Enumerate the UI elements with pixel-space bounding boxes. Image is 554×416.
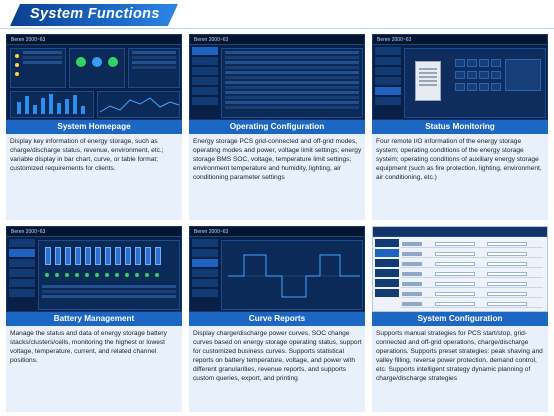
screenshot-header: Beren 2000~63	[373, 35, 547, 45]
side-menu	[192, 47, 218, 107]
bar-chart-panel	[10, 91, 94, 118]
card-description: Manage the status and data of energy sto…	[6, 326, 182, 412]
screenshot-header	[373, 227, 547, 237]
battery-grid	[38, 240, 180, 310]
card-caption: Status Monitoring	[372, 120, 548, 134]
card-caption: System Homepage	[6, 120, 182, 134]
card-caption: Operating Configuration	[189, 120, 365, 134]
side-menu	[9, 239, 35, 299]
curve-chart	[221, 240, 363, 310]
config-row	[401, 261, 543, 268]
config-row	[401, 251, 543, 258]
device-view	[404, 48, 546, 118]
banner-rule	[0, 28, 554, 29]
configuration-screenshot	[372, 226, 548, 312]
air-conditioner-image	[415, 61, 441, 101]
config-row	[401, 301, 543, 308]
config-row	[401, 291, 543, 298]
screenshot-header: Beren 2000~63	[190, 227, 364, 237]
battery-screenshot: Beren 2000~63	[6, 226, 182, 312]
operating-screenshot: Beren 2000~63	[189, 34, 365, 120]
config-row	[401, 281, 543, 288]
card-description: Energy storage PCS grid-connected and of…	[189, 134, 365, 220]
overview-panel	[69, 48, 125, 88]
screenshot-header: Beren 2000~63	[190, 35, 364, 45]
curve-screenshot: Beren 2000~63	[189, 226, 365, 312]
card-caption: System Configuration	[372, 312, 548, 326]
settings-table	[221, 48, 363, 118]
card-caption: Curve Reports	[189, 312, 365, 326]
card-description: Display charge/discharge power curves, S…	[189, 326, 365, 412]
card-caption: Battery Management	[6, 312, 182, 326]
monitoring-screenshot: Beren 2000~63	[372, 34, 548, 120]
screenshot-header: Beren 2000~63	[7, 35, 181, 45]
curve-panel	[97, 91, 180, 118]
side-menu	[375, 47, 401, 107]
section-title: System Functions	[30, 6, 160, 22]
side-menu	[192, 239, 218, 299]
banner-tab	[10, 4, 178, 26]
revenue-panel	[128, 48, 180, 88]
card-description: Display key information of energy storag…	[6, 134, 182, 220]
card-description: Four remote I/O information of the energ…	[372, 134, 548, 220]
kpi-panel	[10, 48, 66, 88]
section-banner: System Functions	[0, 0, 554, 40]
homepage-screenshot: Beren 2000~63	[6, 34, 182, 120]
card-description: Supports manual strategies for PCS start…	[372, 326, 548, 412]
config-row	[401, 241, 543, 248]
screenshot-header: Beren 2000~63	[7, 227, 181, 237]
config-row	[401, 271, 543, 278]
side-menu	[375, 239, 399, 299]
